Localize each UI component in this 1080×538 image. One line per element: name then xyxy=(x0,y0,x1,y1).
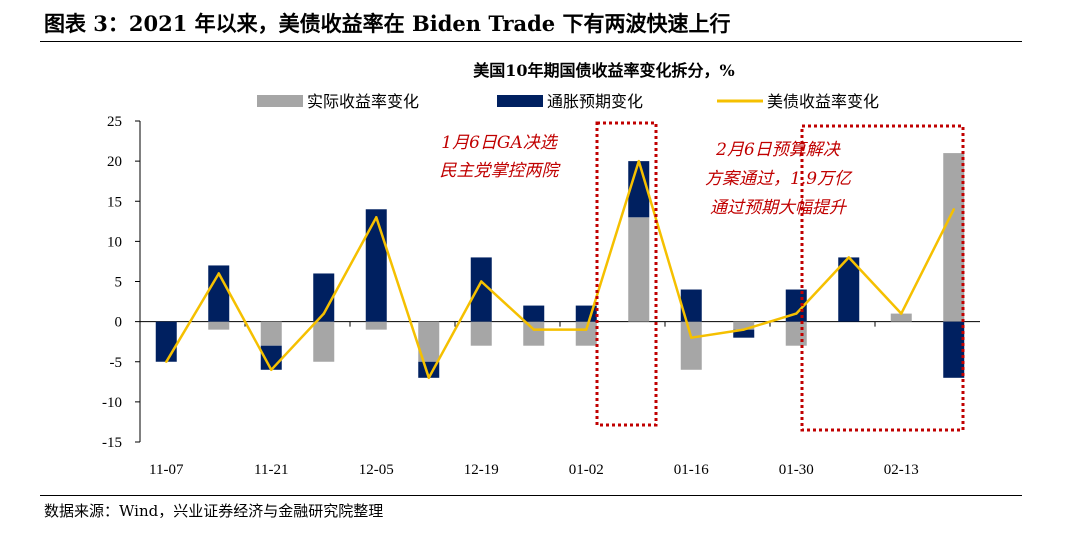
bar-real-yield xyxy=(628,217,650,322)
bottom-rule xyxy=(40,495,1022,496)
legend-label-nominal-yield: 美债收益率变化 xyxy=(767,92,879,111)
x-tick-label: 01-02 xyxy=(569,462,604,478)
annotation-feb6-line2: 方案通过，1.9万亿 xyxy=(705,169,853,189)
bar-real-yield xyxy=(733,321,755,330)
line-point-nominal-yield xyxy=(795,312,798,315)
bar-breakeven xyxy=(208,265,230,322)
bar-real-yield xyxy=(890,313,912,322)
bar-breakeven xyxy=(155,321,177,362)
bar-breakeven xyxy=(733,329,755,338)
line-nominal-yield xyxy=(165,159,955,380)
line-point-nominal-yield xyxy=(217,272,220,275)
y-tick-label: -5 xyxy=(110,355,123,371)
bar-breakeven xyxy=(680,289,702,322)
bar-real-yield xyxy=(418,321,440,362)
legend-label-real-yield: 实际收益率变化 xyxy=(307,92,419,111)
legend: 实际收益率变化 通胀预期变化 美债收益率变化 xyxy=(257,92,879,111)
y-tick-label: 5 xyxy=(115,275,123,291)
line-point-nominal-yield xyxy=(900,312,903,315)
bar-real-yield xyxy=(785,321,807,346)
y-tick-label: -15 xyxy=(102,435,122,451)
y-tick-label: 10 xyxy=(107,234,122,250)
chart-title: 美国10年期国债收益率变化拆分，% xyxy=(473,61,734,80)
legend-swatch-breakeven xyxy=(497,95,543,107)
line-point-nominal-yield xyxy=(532,328,535,331)
annotation-feb6-line1: 2月6日预算解决 xyxy=(715,140,841,160)
x-tick-label: 11-07 xyxy=(149,462,184,478)
bar-real-yield xyxy=(575,321,597,346)
highlight-box-feb6 xyxy=(800,124,965,432)
bar-real-yield xyxy=(313,321,335,362)
line-point-nominal-yield xyxy=(427,376,430,379)
x-tick-label: 12-19 xyxy=(464,462,499,478)
line-point-nominal-yield xyxy=(480,280,483,283)
bar-breakeven xyxy=(523,305,545,322)
bar-real-yield xyxy=(365,321,387,330)
line-point-nominal-yield xyxy=(585,328,588,331)
annotation-jan6-line1: 1月6日GA决选 xyxy=(441,133,558,153)
line-point-nominal-yield xyxy=(952,208,955,211)
line-layer xyxy=(165,159,955,380)
bar-breakeven xyxy=(838,257,860,322)
annotation-jan6-line2: 民主党掌控两院 xyxy=(440,161,562,181)
figure-title: 图表 3：2021 年以来，美债收益率在 Biden Trade 下有两波快速上… xyxy=(44,11,731,36)
x-tick-label: 12-05 xyxy=(359,462,394,478)
top-rule xyxy=(40,41,1022,42)
legend-swatch-real-yield xyxy=(257,95,303,107)
line-point-nominal-yield xyxy=(270,368,273,371)
bar-real-yield xyxy=(260,321,282,346)
source-note: 数据来源：Wind，兴业证券经济与金融研究院整理 xyxy=(44,502,384,520)
y-tick-label: 0 xyxy=(115,315,123,331)
x-tick-label: 11-21 xyxy=(254,462,288,478)
line-point-nominal-yield xyxy=(847,256,850,259)
line-point-nominal-yield xyxy=(165,360,168,363)
y-tick-label: -10 xyxy=(102,395,122,411)
bar-real-yield xyxy=(208,321,230,330)
bar-real-yield xyxy=(523,321,545,346)
bar-real-yield xyxy=(943,153,965,322)
legend-label-breakeven: 通胀预期变化 xyxy=(547,92,643,111)
bar-real-yield xyxy=(470,321,492,346)
line-point-nominal-yield xyxy=(375,216,378,219)
highlight-box-jan6 xyxy=(595,121,658,427)
line-point-nominal-yield xyxy=(322,312,325,315)
line-point-nominal-yield xyxy=(690,336,693,339)
bar-breakeven xyxy=(470,257,492,322)
x-tick-label: 02-13 xyxy=(884,462,919,478)
y-tick-label: 15 xyxy=(107,194,122,210)
bar-real-yield xyxy=(680,321,702,370)
x-tick-label: 01-30 xyxy=(779,462,814,478)
annotation-feb6-line3: 通过预期大幅提升 xyxy=(710,198,848,218)
line-point-nominal-yield xyxy=(742,328,745,331)
y-tick-label: 20 xyxy=(107,154,122,170)
x-tick-label: 01-16 xyxy=(674,462,709,478)
line-point-nominal-yield xyxy=(637,159,640,163)
bar-breakeven xyxy=(313,273,335,322)
bar-breakeven xyxy=(365,209,387,322)
y-tick-label: 25 xyxy=(107,114,122,130)
bar-breakeven xyxy=(943,321,965,378)
